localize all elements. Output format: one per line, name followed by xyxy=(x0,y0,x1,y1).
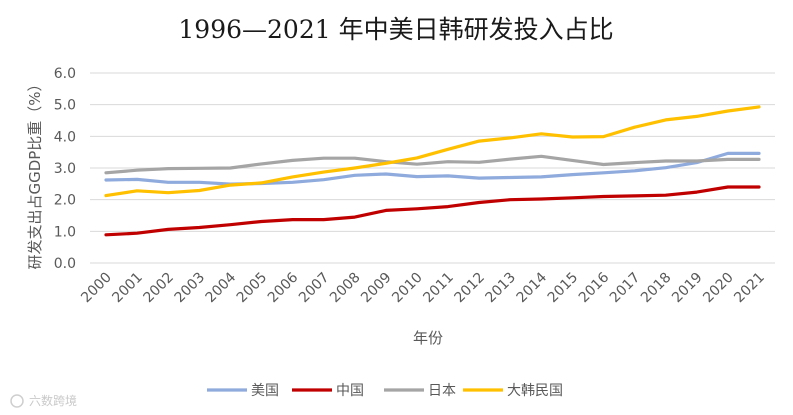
x-tick-label: 2018 xyxy=(638,270,675,307)
y-tick-label: 1.0 xyxy=(54,224,76,240)
x-tick-label: 2005 xyxy=(234,270,271,307)
x-tick-label: 2011 xyxy=(420,270,457,307)
x-tick-label: 2009 xyxy=(358,270,395,307)
series-line-2 xyxy=(104,154,761,175)
x-tick-label: 2021 xyxy=(731,270,768,307)
legend-label: 大韩民国 xyxy=(507,383,563,399)
x-tick-label: 2006 xyxy=(265,269,302,306)
y-tick-label: 4.0 xyxy=(54,129,76,145)
y-tick-label: 3.0 xyxy=(54,161,76,177)
legend-label: 美国 xyxy=(251,383,279,399)
x-tick-label: 2019 xyxy=(669,270,706,307)
y-tick-label: 5.0 xyxy=(54,98,76,114)
x-tick-label: 2012 xyxy=(451,270,488,307)
watermark-text: 六数跨境 xyxy=(29,393,77,408)
x-tick-label: 2007 xyxy=(296,270,333,307)
x-tick-label: 2004 xyxy=(203,269,240,306)
x-tick-label: 2020 xyxy=(700,270,737,307)
series-line-3 xyxy=(104,105,761,198)
y-tick-label: 2.0 xyxy=(54,193,76,209)
x-tick-label: 2015 xyxy=(545,270,582,307)
y-tick-label: 0.0 xyxy=(54,256,76,272)
x-tick-label: 2017 xyxy=(607,270,644,307)
x-tick-labels: 2000200120022003200420052006200720082009… xyxy=(78,269,768,306)
x-tick-label: 2000 xyxy=(78,270,115,307)
x-tick-label: 2014 xyxy=(514,269,551,306)
x-tick-label: 2010 xyxy=(389,270,426,307)
chart-title: 1996—2021 年中美日韩研发投入占比 xyxy=(178,15,613,44)
y-tick-labels: 0.0 1.0 2.0 3.0 4.0 5.0 6.0 xyxy=(54,66,76,272)
x-tick-label: 2003 xyxy=(172,270,209,307)
y-tick-label: 6.0 xyxy=(54,66,76,82)
x-tick-label: 2016 xyxy=(576,269,613,306)
x-axis-label: 年份 xyxy=(413,329,443,347)
legend: 美国 中国 日本 大韩民国 xyxy=(207,383,563,399)
x-tick-label: 2008 xyxy=(327,270,364,307)
watermark: 六数跨境 xyxy=(10,393,77,408)
series-lines xyxy=(104,105,761,237)
legend-label: 中国 xyxy=(336,383,364,399)
y-axis-label: 研发支出占GGDP比重（%） xyxy=(26,76,44,269)
legend-label: 日本 xyxy=(428,383,456,399)
x-tick-label: 2002 xyxy=(141,270,178,307)
series-line-0 xyxy=(104,151,761,186)
watermark-logo-icon xyxy=(10,394,24,408)
series-line-1 xyxy=(104,185,761,237)
x-tick-label: 2013 xyxy=(483,270,520,307)
x-tick-label: 2001 xyxy=(109,270,146,307)
